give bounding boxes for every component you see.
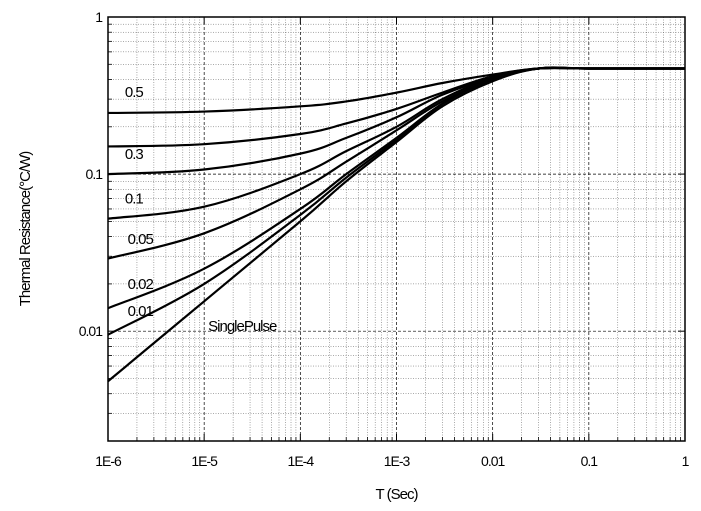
curve-labels: 0.5 0.3 0.1 0.05 0.02 0.01 SinglePulse [125, 84, 278, 335]
y-tick-label: 1 [95, 9, 103, 25]
x-tick-label: 0.01 [481, 453, 505, 469]
y-axis-title: Thermal Resistance(°C/W) [17, 151, 34, 307]
major-gridlines [108, 17, 685, 441]
curve-label: 0.1 [125, 190, 144, 207]
curves [107, 66, 685, 383]
y-tick-labels: 0.01 0.1 1 [79, 9, 104, 339]
axis-ticks [107, 16, 686, 441]
curve-label: 0.3 [125, 146, 144, 163]
x-tick-label: 1 [682, 453, 690, 469]
x-tick-label: 1E-3 [384, 453, 411, 469]
y-tick-label: 0.01 [79, 323, 103, 339]
curve-singlepulse [107, 66, 685, 383]
curve-label: 0.05 [128, 231, 154, 248]
x-tick-label: 1E-6 [95, 453, 122, 469]
curve-label: 0.5 [125, 84, 144, 101]
x-axis-title: T (Sec) [376, 486, 419, 503]
x-tick-label: 0.1 [581, 453, 599, 469]
curve-label: SinglePulse [208, 318, 277, 335]
y-tick-label: 0.1 [86, 166, 104, 182]
x-tick-labels: 1E-6 1E-5 1E-4 1E-3 0.01 0.1 1 [95, 453, 690, 469]
x-tick-label: 1E-4 [288, 453, 315, 469]
curve-label: 0.01 [128, 303, 154, 320]
curve-label: 0.02 [128, 276, 154, 293]
x-tick-label: 1E-5 [191, 453, 218, 469]
